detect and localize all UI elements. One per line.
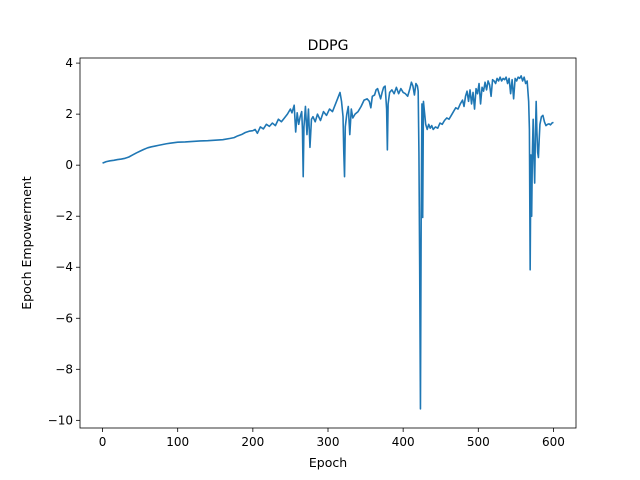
x-axis: 0 100 200 300 400 500 600 [99, 428, 565, 449]
x-tick-label: 0 [99, 435, 107, 449]
x-tick-label: 200 [241, 435, 264, 449]
y-tick-label: −6 [55, 311, 73, 325]
y-axis-label: Epoch Empowerment [19, 176, 34, 310]
y-tick-label: 4 [65, 56, 73, 70]
y-tick-label: −4 [55, 260, 73, 274]
x-axis-label: Epoch [309, 455, 347, 470]
y-tick-label: 0 [65, 158, 73, 172]
chart-title: DDPG [308, 38, 349, 54]
y-tick-label: −8 [55, 362, 73, 376]
series-line-0 [102, 75, 554, 410]
y-axis: −10 −8 −6 −4 −2 0 2 4 [48, 56, 80, 427]
x-tick-label: 300 [317, 435, 340, 449]
x-tick-label: 100 [166, 435, 189, 449]
x-tick-label: 400 [392, 435, 415, 449]
y-tick-label: −2 [55, 209, 73, 223]
plot-frame [79, 57, 577, 429]
x-tick-label: 600 [542, 435, 565, 449]
plot-area [102, 75, 554, 410]
y-tick-label: 2 [65, 107, 73, 121]
x-tick-label: 500 [467, 435, 490, 449]
y-tick-label: −10 [48, 413, 73, 427]
